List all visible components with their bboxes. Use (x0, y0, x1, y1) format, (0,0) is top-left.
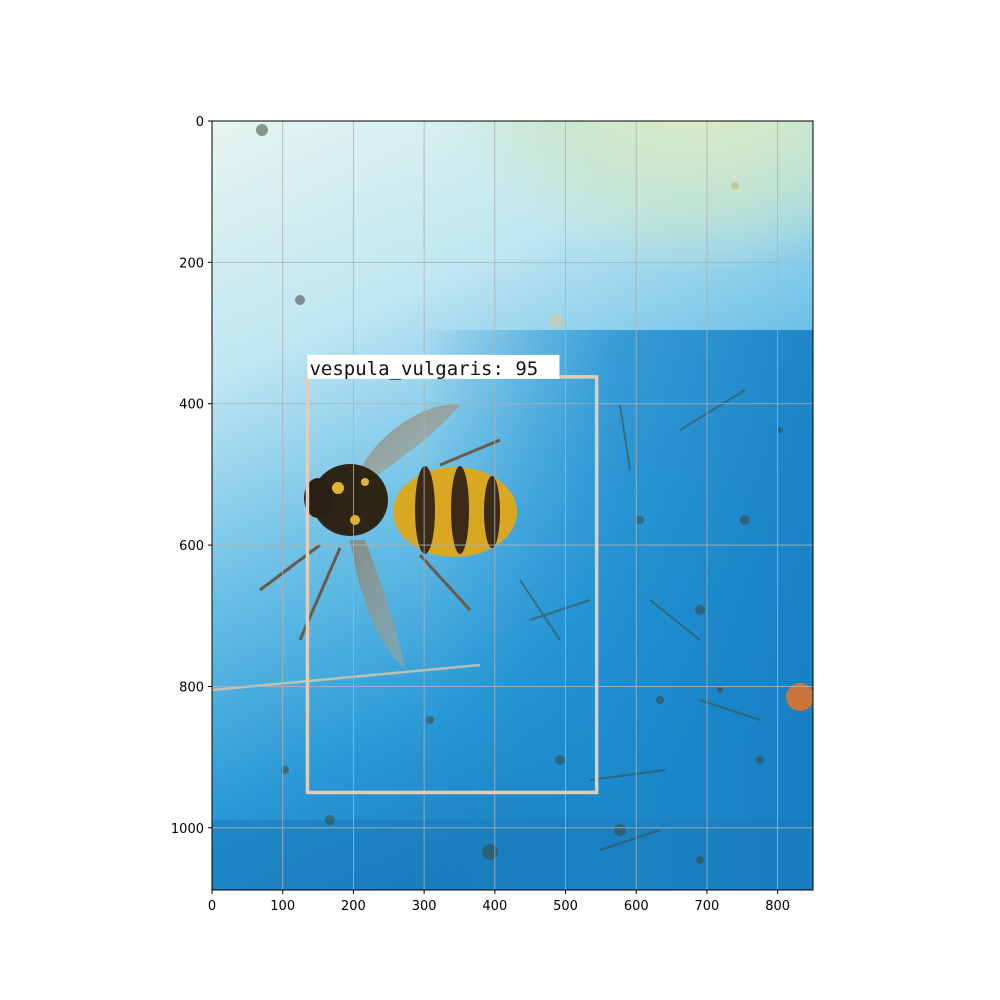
x-axis-ticks: 0 100 200 300 400 500 600 700 800 (208, 890, 790, 914)
y-tick-label: 1000 (171, 822, 204, 837)
y-tick-label: 200 (179, 256, 204, 271)
x-tick-label: 0 (208, 899, 216, 914)
y-tick-label: 400 (179, 398, 204, 413)
orange-debris (786, 683, 813, 711)
y-tick-label: 600 (179, 539, 204, 554)
y-axis-ticks: 0 200 400 600 800 1000 (171, 115, 212, 837)
photo (212, 121, 813, 890)
y-tick-label: 800 (179, 680, 204, 695)
detection-label-background (307, 354, 560, 379)
debris (256, 124, 783, 864)
plant-fiber (212, 663, 481, 692)
axes-frame (211, 120, 814, 891)
detection-label: vespula_vulgaris: 95 (309, 358, 538, 380)
debris-streaks (519, 389, 761, 851)
x-tick-label: 400 (482, 899, 507, 914)
x-tick-label: 100 (270, 899, 295, 914)
x-tick-label: 300 (412, 899, 437, 914)
x-tick-label: 500 (553, 899, 578, 914)
x-tick-label: 800 (765, 899, 790, 914)
x-tick-label: 600 (624, 899, 649, 914)
x-tick-label: 700 (695, 899, 720, 914)
x-tick-label: 200 (341, 899, 366, 914)
y-tick-label: 0 (196, 115, 204, 130)
